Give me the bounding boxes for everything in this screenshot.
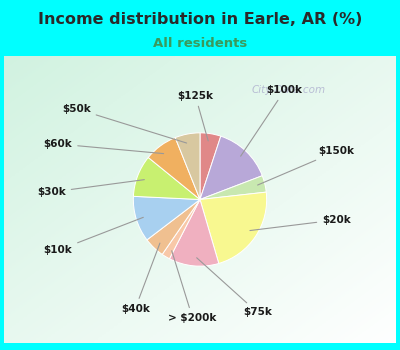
Wedge shape bbox=[200, 136, 262, 200]
Wedge shape bbox=[134, 158, 200, 199]
Text: $150k: $150k bbox=[258, 146, 354, 185]
Text: $40k: $40k bbox=[121, 243, 160, 314]
Text: $125k: $125k bbox=[177, 91, 213, 141]
Wedge shape bbox=[147, 199, 200, 254]
Wedge shape bbox=[162, 199, 200, 259]
Text: $20k: $20k bbox=[250, 215, 351, 231]
Wedge shape bbox=[200, 133, 221, 200]
Text: $50k: $50k bbox=[62, 104, 187, 143]
Text: Income distribution in Earle, AR (%): Income distribution in Earle, AR (%) bbox=[38, 12, 362, 27]
Text: $10k: $10k bbox=[44, 217, 143, 256]
Text: $75k: $75k bbox=[197, 258, 272, 317]
Text: > $200k: > $200k bbox=[168, 251, 217, 323]
Text: All residents: All residents bbox=[153, 37, 247, 50]
Wedge shape bbox=[170, 199, 219, 266]
Text: $30k: $30k bbox=[37, 180, 144, 197]
Wedge shape bbox=[133, 196, 200, 240]
Text: $100k: $100k bbox=[241, 85, 303, 156]
Wedge shape bbox=[200, 192, 267, 264]
Wedge shape bbox=[200, 176, 266, 199]
Text: City-Data.com: City-Data.com bbox=[251, 85, 325, 96]
Wedge shape bbox=[175, 133, 200, 200]
Text: $60k: $60k bbox=[44, 139, 164, 154]
Wedge shape bbox=[148, 138, 200, 200]
